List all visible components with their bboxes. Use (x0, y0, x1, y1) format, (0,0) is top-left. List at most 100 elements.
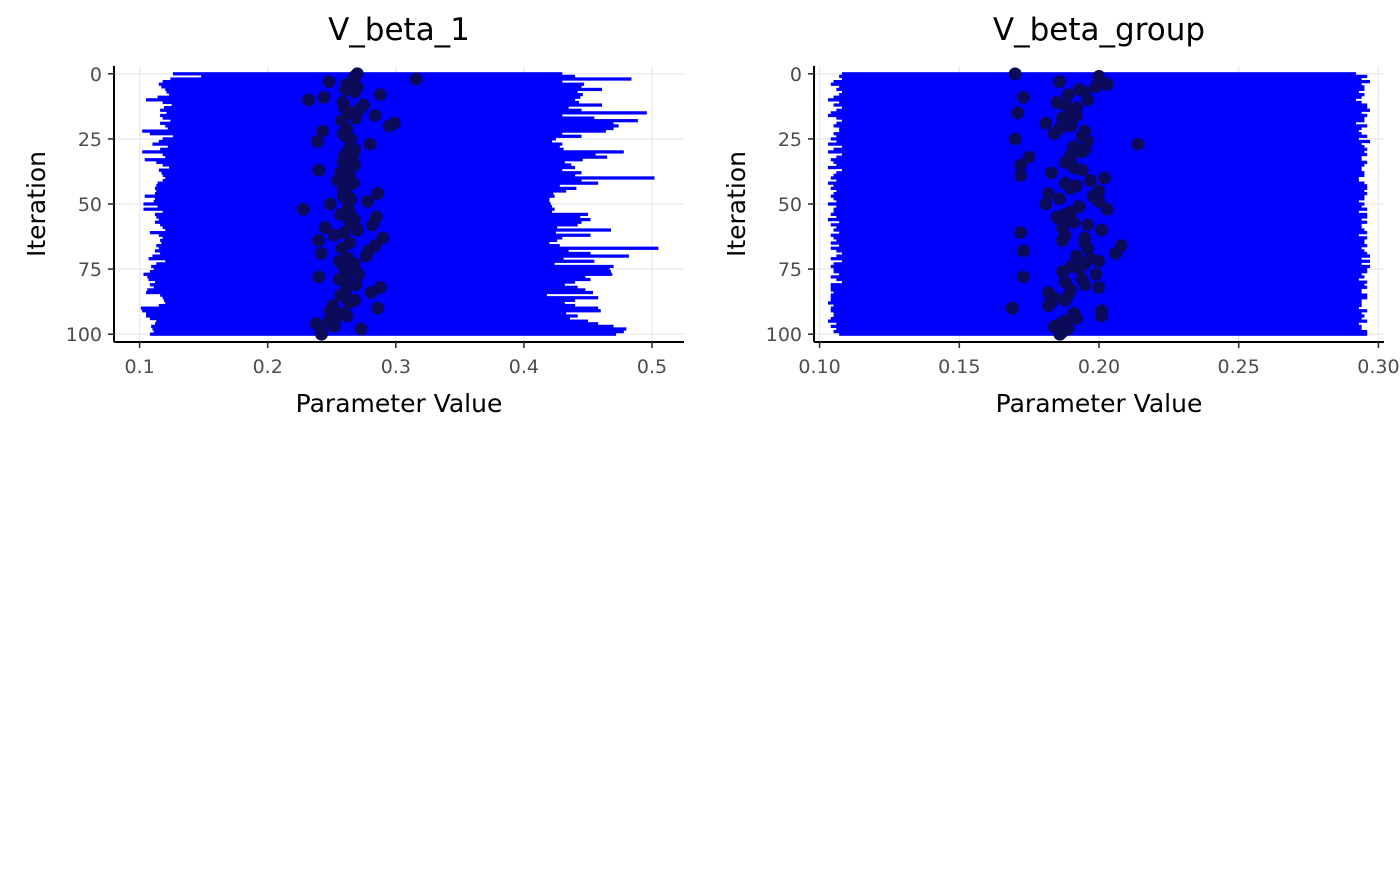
interval-bar (830, 293, 1368, 297)
data-point (1073, 262, 1086, 276)
x-axis-label: Parameter Value (996, 389, 1203, 418)
data-point (1061, 88, 1075, 102)
data-point (1081, 218, 1095, 232)
data-point (1039, 197, 1053, 211)
data-point (349, 111, 363, 125)
y-tick-label: 100 (766, 324, 802, 346)
interval-bar (833, 103, 1368, 107)
interval-bar (839, 332, 1368, 336)
interval-bar (841, 119, 1365, 123)
data-point (334, 208, 348, 221)
interval-bar (165, 228, 611, 232)
data-point (1064, 119, 1078, 133)
interval-bar (172, 72, 563, 76)
interval-bar (156, 215, 581, 219)
interval-bar (830, 212, 1368, 217)
interval-bar (201, 74, 576, 79)
interval-bar (158, 303, 576, 308)
data-point (1092, 194, 1106, 208)
interval-bar (162, 236, 563, 240)
data-point (1081, 241, 1095, 255)
interval-bar (172, 134, 582, 138)
interval-bar (836, 121, 1357, 125)
interval-bar (836, 215, 1368, 219)
interval-bar (151, 324, 614, 329)
data-point (1014, 226, 1028, 240)
interval-bar (171, 103, 603, 107)
data-point (361, 194, 375, 208)
data-point (1053, 327, 1067, 341)
interval-bar (836, 254, 1371, 258)
interval-bar (833, 160, 1368, 164)
interval-bar (841, 251, 1368, 256)
data-point (376, 231, 390, 245)
data-point (1081, 93, 1095, 107)
data-point (312, 163, 326, 177)
data-point (1092, 280, 1106, 294)
data-point (315, 327, 328, 341)
interval-bar (830, 246, 1362, 250)
interval-bar (154, 280, 576, 284)
data-point (1070, 312, 1084, 325)
data-point (1095, 309, 1109, 323)
data-point (1042, 299, 1056, 312)
interval-bar (830, 233, 1359, 237)
interval-bar (165, 176, 655, 180)
data-point (338, 226, 351, 240)
interval-bar (162, 79, 563, 84)
interval-bar (160, 108, 582, 112)
data-point (1075, 163, 1089, 177)
y-tick-label: 25 (778, 129, 802, 151)
chart-title: V_beta_group (993, 12, 1205, 48)
data-point (371, 301, 385, 315)
interval-bar (158, 233, 591, 237)
data-point (1039, 116, 1053, 130)
interval-bar (836, 108, 1371, 112)
interval-bar (160, 251, 591, 256)
data-point (1008, 67, 1022, 81)
data-point (1059, 293, 1072, 307)
interval-bar (160, 238, 558, 243)
interval-bar (839, 244, 1368, 248)
data-point (1005, 301, 1019, 315)
interval-bar (833, 303, 1362, 308)
data-point (1022, 150, 1036, 164)
data-point (382, 119, 396, 133)
data-point (1109, 247, 1123, 260)
interval-bar (836, 163, 1365, 167)
interval-bar (162, 173, 576, 177)
interval-bar (833, 124, 1368, 128)
data-point (343, 215, 357, 229)
interval-bar (827, 217, 1362, 222)
interval-bar (841, 90, 1359, 94)
interval-bar (143, 272, 613, 276)
interval-bar (152, 254, 629, 258)
interval-bar (841, 259, 1371, 263)
data-point (363, 137, 377, 151)
data-point (1092, 254, 1106, 268)
interval-bar (841, 145, 1365, 149)
data-point (1070, 249, 1084, 263)
interval-bar (827, 165, 1362, 170)
interval-bar (165, 259, 595, 263)
interval-bar (827, 150, 1365, 154)
data-point (1014, 168, 1028, 182)
interval-bar (153, 285, 578, 289)
data-point (1056, 265, 1070, 279)
data-point (340, 265, 354, 279)
data-point (1014, 158, 1028, 172)
interval-bar (161, 85, 582, 89)
interval-bar (830, 241, 1365, 245)
data-point (352, 267, 366, 281)
data-point (318, 221, 332, 234)
interval-bar (839, 220, 1368, 224)
interval-bar (833, 267, 1368, 271)
data-point (1089, 267, 1103, 281)
interval-bar (167, 145, 560, 149)
data-point (1089, 80, 1103, 94)
interval-bar (839, 93, 1365, 97)
data-point (409, 72, 423, 86)
interval-bar (836, 139, 1371, 144)
data-point (1056, 234, 1070, 247)
interval-bar (162, 163, 572, 167)
